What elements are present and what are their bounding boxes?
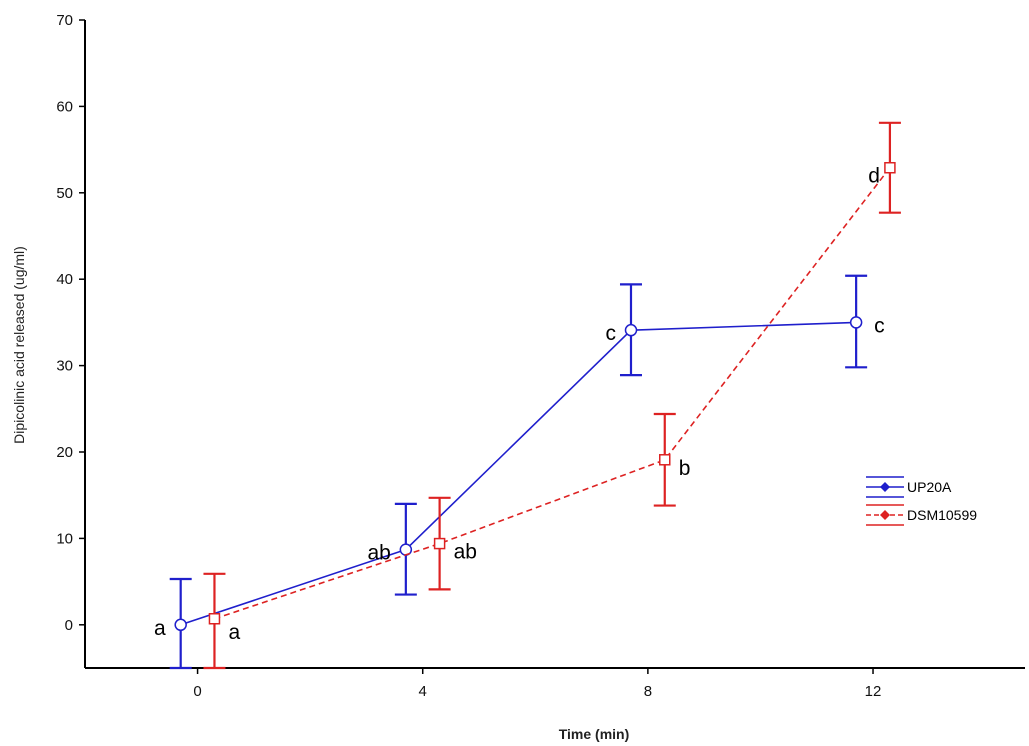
legend-marker — [880, 482, 890, 492]
legend-marker — [880, 510, 890, 520]
series-line — [214, 167, 891, 620]
legend-label: DSM10599 — [907, 507, 977, 523]
point-label: a — [228, 621, 240, 644]
legend: UP20A DSM10599 — [866, 476, 977, 526]
data-point — [659, 454, 671, 466]
data-point — [433, 537, 446, 550]
x-axis-title: Time (min) — [559, 726, 630, 742]
data-point — [208, 613, 221, 625]
legend-label: UP20A — [907, 479, 952, 495]
x-tick-label: 0 — [193, 683, 201, 700]
point-label: ab — [367, 542, 390, 565]
point-label: c — [605, 322, 616, 345]
point-label: ab — [454, 541, 477, 564]
point-label: d — [868, 165, 880, 188]
data-point — [884, 161, 896, 174]
y-tick-label: 70 — [56, 12, 73, 29]
series-layer: a ab c c a ab b d — [154, 121, 901, 670]
point-label: b — [679, 457, 691, 480]
y-tick-label: 10 — [56, 530, 73, 547]
point-label: a — [154, 617, 166, 640]
axes: 0 10 20 30 40 50 60 70 0 4 8 12 — [56, 12, 1025, 700]
data-point — [624, 323, 638, 337]
y-axis-title: Dipicolinic acid released (ug/ml) — [11, 246, 27, 444]
y-tick-label: 0 — [65, 617, 73, 634]
legend-item-up20a: UP20A — [866, 476, 952, 498]
x-tick-label: 12 — [865, 683, 882, 700]
y-tick-label: 30 — [56, 358, 73, 375]
x-tick-label: 8 — [644, 683, 652, 700]
series-line — [180, 321, 857, 626]
point-label: c — [874, 314, 885, 337]
series-dsm10599: a ab b d — [203, 121, 901, 670]
y-tick-label: 50 — [56, 185, 73, 202]
y-tick-label: 20 — [56, 444, 73, 461]
legend-item-dsm10599: DSM10599 — [866, 504, 977, 526]
x-tick-label: 4 — [419, 683, 427, 700]
y-tick-label: 40 — [56, 271, 73, 288]
y-tick-label: 60 — [56, 98, 73, 115]
data-point — [174, 618, 187, 632]
data-point — [849, 316, 863, 329]
